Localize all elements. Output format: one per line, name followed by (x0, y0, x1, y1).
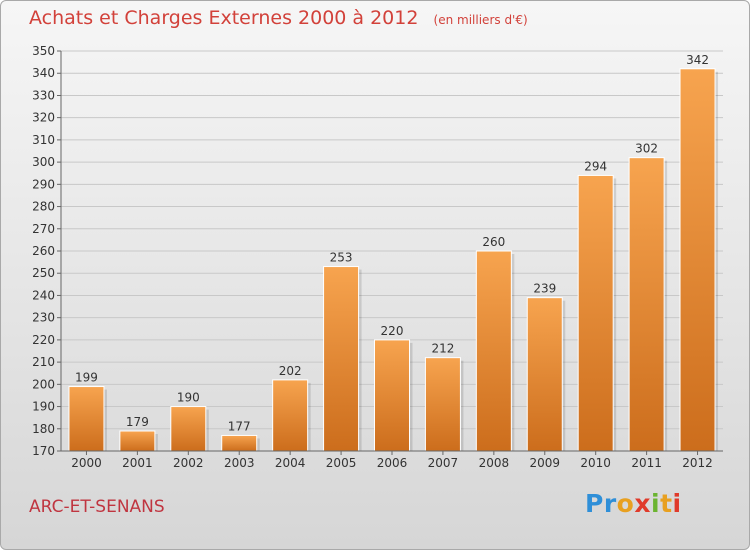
x-tick-label-2012: 2012 (682, 456, 713, 470)
x-tick-label-2010: 2010 (580, 456, 611, 470)
logo-letter: P (585, 489, 604, 518)
y-tick-label: 330 (32, 88, 55, 102)
y-tick-label: 200 (32, 377, 55, 391)
logo-letter: i (651, 489, 661, 518)
logo-letter: x (634, 489, 651, 518)
chart-title-block: Achats et Charges Externes 2000 à 2012 (… (29, 7, 528, 29)
x-tick-label-2002: 2002 (173, 456, 204, 470)
y-tick-label: 240 (32, 288, 55, 302)
data-label-2006: 220 (381, 324, 404, 338)
x-tick-label-2007: 2007 (428, 456, 459, 470)
data-label-2010: 294 (584, 159, 607, 173)
y-tick-label: 190 (32, 400, 55, 414)
bar-2009 (526, 297, 563, 452)
y-tick-label: 220 (32, 333, 55, 347)
x-tick-label-2011: 2011 (631, 456, 662, 470)
y-tick-label: 320 (32, 111, 55, 125)
bar-2002 (170, 406, 207, 452)
logo-letter: o (616, 489, 635, 518)
logo-letter: i (672, 489, 682, 518)
data-labels: 199 179 190 177 202 253 220 212 260 239 294 302 342 (75, 53, 709, 434)
y-tick-label: 180 (32, 422, 55, 436)
y-tick-label: 290 (32, 177, 55, 191)
data-label-2012: 342 (686, 53, 709, 67)
x-tick-label-2006: 2006 (377, 456, 408, 470)
x-tick-label-2008: 2008 (479, 456, 510, 470)
bar-2006 (374, 339, 410, 452)
data-label-2005: 253 (330, 251, 353, 265)
bar-2010 (577, 174, 614, 452)
y-tick-label: 310 (32, 133, 55, 147)
bar-2000 (68, 386, 105, 452)
x-tick-label-2003: 2003 (224, 456, 255, 470)
data-label-2011: 302 (635, 142, 658, 156)
y-axis-ticks: 170 180 190 200 210 220 230 240 250 260 270 280 290 3… (32, 44, 61, 458)
axes (60, 51, 723, 452)
bar-2008 (475, 250, 512, 452)
data-label-2001: 179 (126, 415, 149, 429)
data-label-2009: 239 (533, 282, 556, 296)
chart-unit-label: (en milliers d'€) (433, 13, 528, 27)
data-label-2003: 177 (228, 419, 251, 433)
x-tick-label-2001: 2001 (122, 456, 153, 470)
logo-letter: r (603, 489, 617, 518)
y-tick-label: 250 (32, 266, 55, 280)
data-label-2000: 199 (75, 371, 98, 385)
bar-2005 (323, 266, 360, 452)
bar-2011 (628, 157, 665, 452)
bar-2012 (679, 68, 716, 452)
y-tick-label: 280 (32, 200, 55, 214)
data-label-2004: 202 (279, 364, 302, 378)
logo-letter: t (660, 489, 673, 518)
bars (68, 68, 719, 452)
bar-2004 (272, 379, 309, 452)
bar-2007 (424, 357, 461, 452)
chart-title: Achats et Charges Externes 2000 à 2012 (29, 7, 419, 29)
x-tick-label-2009: 2009 (529, 456, 560, 470)
proxiti-logo: Proxiti (585, 489, 682, 518)
y-tick-label: 230 (32, 311, 55, 325)
y-tick-label: 300 (32, 155, 55, 169)
commune-name: ARC-ET-SENANS (29, 497, 165, 517)
bar-2001 (119, 430, 156, 452)
bar-2003 (221, 434, 258, 452)
y-tick-label: 170 (32, 444, 55, 458)
x-tick-label-2005: 2005 (326, 456, 357, 470)
y-tick-label: 210 (32, 355, 55, 369)
y-tick-label: 340 (32, 66, 55, 80)
y-tick-label: 270 (32, 222, 55, 236)
data-label-2007: 212 (431, 342, 454, 356)
x-axis-ticks: 2000 2001 2002 2003 2004 2005 2006 2007 2008 2009… (71, 451, 713, 470)
x-tick-label-2004: 2004 (275, 456, 306, 470)
x-tick-label-2000: 2000 (71, 456, 102, 470)
y-tick-label: 260 (32, 244, 55, 258)
y-tick-label: 350 (32, 44, 55, 58)
data-label-2008: 260 (482, 235, 505, 249)
data-label-2002: 190 (177, 391, 200, 405)
